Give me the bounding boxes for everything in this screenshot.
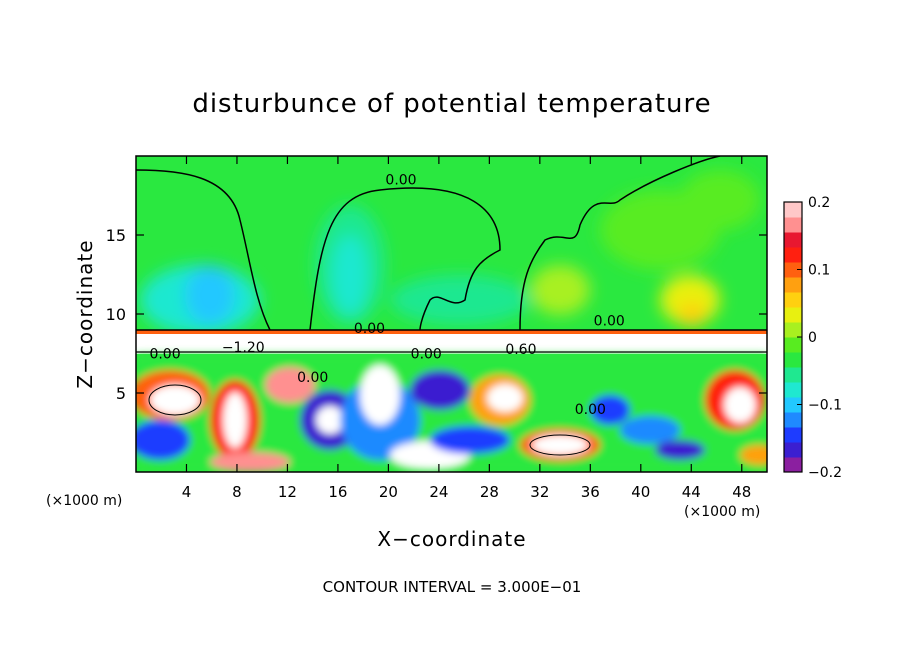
y-tick-label: 5 [116, 384, 126, 403]
colorbar-swatch [784, 457, 802, 473]
x-unit-right: (×1000 m) [684, 504, 760, 520]
colorbar-swatch [784, 427, 802, 443]
x-axis-label: X−coordinate [377, 527, 526, 551]
contour-label: 0.00 [411, 347, 442, 363]
colorbar-swatch [784, 247, 802, 263]
contour-label: 0.00 [594, 313, 625, 329]
contour-label: 0.00 [575, 402, 606, 418]
colorbar-swatch [784, 412, 802, 428]
x-tick-label: 48 [732, 483, 751, 501]
colorbar-swatch [784, 307, 802, 323]
x-tick-label: 36 [581, 483, 600, 501]
x-tick-label: 4 [182, 483, 192, 501]
colorbar-swatch [784, 217, 802, 233]
y-axis: 5 10 15 [106, 226, 767, 403]
colorbar-swatch [784, 352, 802, 368]
x-axis: 4 8 12 16 20 24 28 32 36 40 44 48 [182, 156, 751, 501]
colorbar-swatch [784, 292, 802, 308]
x-tick-label: 24 [429, 483, 448, 501]
colorbar-swatch [784, 397, 802, 413]
colorbar-tick-label: 0 [808, 330, 817, 346]
heatmap-field [136, 156, 767, 472]
x-tick-label: 12 [278, 483, 297, 501]
x-tick-label: 8 [232, 483, 242, 501]
contour-labels: 0.00 0.00 −1.20 0.00 0.00 0.60 0.00 0.00 0.00 [149, 173, 624, 418]
colorbar-swatch [784, 277, 802, 293]
contour-interval-note: CONTOUR INTERVAL = 3.000E−01 [323, 578, 582, 596]
x-unit-left: (×1000 m) [46, 493, 122, 509]
colorbar-swatch [784, 232, 802, 248]
colorbar-tick-label: 0.1 [808, 263, 830, 279]
y-axis-label: Z−coordinate [73, 239, 97, 388]
x-tick-label: 32 [530, 483, 549, 501]
contour-label: −1.20 [222, 340, 265, 356]
colorbar-swatch [784, 337, 802, 353]
colorbar-swatch [784, 382, 802, 398]
colorbar-tick-label: −0.2 [808, 465, 842, 481]
contour-label: 0.00 [354, 321, 385, 337]
y-tick-label: 15 [106, 226, 126, 245]
colorbar-tick-label: 0.2 [808, 195, 830, 211]
colorbar: 0.2 0.1 0 −0.1 −0.2 [783, 195, 842, 481]
x-tick-label: 20 [379, 483, 398, 501]
colorbar-tick-label: −0.1 [808, 398, 842, 414]
x-tick-label: 40 [631, 483, 650, 501]
x-tick-label: 44 [682, 483, 701, 501]
y-tick-label: 10 [106, 305, 126, 324]
colorbar-swatch [784, 202, 802, 218]
x-tick-label: 16 [328, 483, 347, 501]
x-tick-label: 28 [480, 483, 499, 501]
contour-label: 0.00 [385, 173, 416, 189]
colorbar-swatch [784, 262, 802, 278]
contour-label: 0.00 [149, 347, 180, 363]
contour-label: 0.60 [505, 342, 536, 358]
colorbar-swatch [784, 322, 802, 338]
colorbar-swatch [784, 442, 802, 458]
chart-title: disturbunce of potential temperature [192, 89, 711, 119]
contour-label: 0.00 [297, 370, 328, 386]
colorbar-swatch [784, 367, 802, 383]
